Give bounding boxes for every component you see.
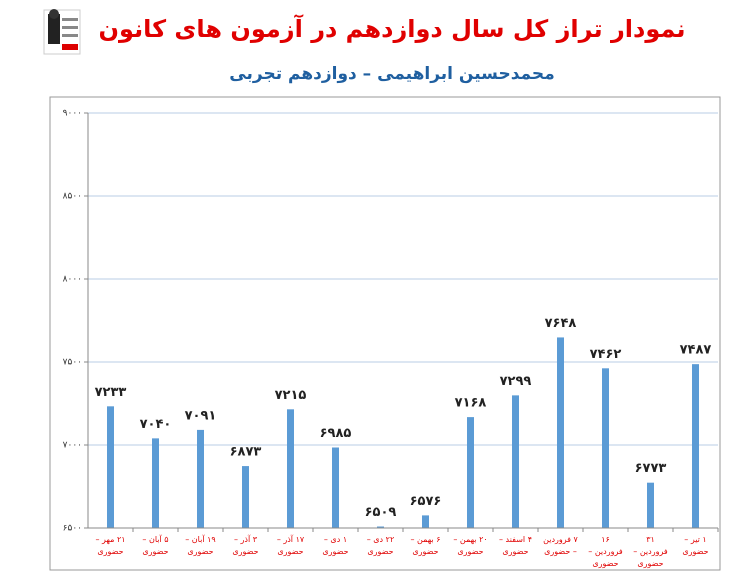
data-label: ۷۰۹۱ xyxy=(185,408,217,423)
x-tick-label: ۱۷ آذر – حضوری xyxy=(276,535,305,556)
logo xyxy=(43,9,81,55)
y-tick-label: ۸۰۰۰ xyxy=(63,275,82,285)
x-tick-label: ۳ آذر – حضوری xyxy=(232,535,259,556)
y-tick-label: ۹۰۰۰ xyxy=(63,109,82,119)
x-tick-label: ۱ دی – حضوری xyxy=(322,535,349,556)
data-label: ۷۲۹۹ xyxy=(500,374,532,389)
data-label: ۷۴۸۷ xyxy=(680,343,712,358)
bar xyxy=(242,466,249,528)
bar xyxy=(602,368,609,528)
data-label: ۷۱۶۸ xyxy=(455,396,487,411)
data-label: ۶۵۷۶ xyxy=(410,494,442,509)
chart-title: نمودار تراز کل سال دوازدهم در آزمون های … xyxy=(99,14,686,43)
bar xyxy=(647,482,654,528)
x-tick-label: ۴ اسفند – حضوری xyxy=(499,535,532,556)
x-tick-label: ۷ فروردین – حضوری xyxy=(543,535,578,556)
x-tick-label: ۱۹ آبان – حضوری xyxy=(185,535,216,556)
x-tick-label: ۲۰ بهمن – حضوری xyxy=(453,535,488,556)
y-tick-label: ۷۵۰۰ xyxy=(63,358,82,368)
data-label: ۶۹۸۵ xyxy=(320,426,352,441)
x-tick-label: ۳۱ فروردین – حضوری xyxy=(633,535,668,568)
data-label: ۶۵۰۹ xyxy=(365,505,397,520)
bar xyxy=(422,515,429,528)
x-tick-label: ۲۲ دی – حضوری xyxy=(366,535,395,556)
data-label: ۷۲۳۳ xyxy=(95,385,127,400)
bar xyxy=(467,417,474,528)
x-tick-label: ۶ بهمن – حضوری xyxy=(410,535,441,556)
bar xyxy=(557,337,564,528)
bar xyxy=(332,447,339,528)
bar xyxy=(152,438,159,528)
bar xyxy=(692,364,699,528)
bar xyxy=(287,409,294,528)
bar xyxy=(377,526,384,528)
chart-frame xyxy=(49,96,721,571)
bar xyxy=(512,395,519,528)
chart-subtitle: محمدحسین ابراهیمی – دوازدهم تجربی xyxy=(229,64,554,84)
data-label: ۶۷۷۳ xyxy=(635,461,667,476)
data-label: ۷۲۱۵ xyxy=(275,388,307,403)
y-tick-label: ۶۵۰۰ xyxy=(63,524,82,534)
data-label: ۷۶۴۸ xyxy=(545,316,577,331)
x-tick-label: ۱ تیر – حضوری xyxy=(682,535,709,556)
bar xyxy=(197,429,204,528)
y-tick-label: ۸۵۰۰ xyxy=(63,192,82,202)
x-tick-label: ۵ آبان – حضوری xyxy=(142,535,169,556)
bar xyxy=(107,406,114,528)
data-label: ۷۰۴۰ xyxy=(140,417,172,432)
data-label: ۷۴۶۲ xyxy=(590,347,622,362)
y-tick-label: ۷۰۰۰ xyxy=(63,441,82,451)
x-tick-label: ۱۶ فروردین – حضوری xyxy=(588,535,623,568)
x-tick-label: ۲۱ مهر – حضوری xyxy=(95,535,126,556)
data-label: ۶۸۷۳ xyxy=(230,445,262,460)
